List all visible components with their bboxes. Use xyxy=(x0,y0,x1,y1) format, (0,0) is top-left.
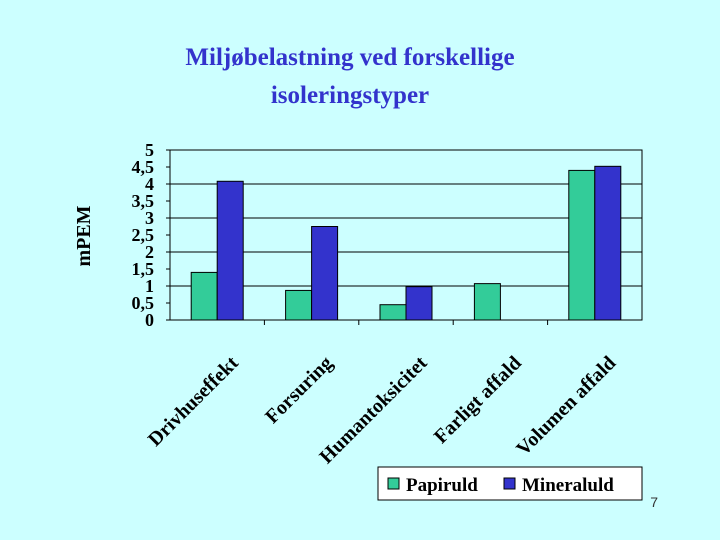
y-tick-label: 3 xyxy=(145,208,154,228)
bar-papiruld-3 xyxy=(473,283,501,321)
y-tick-label: 2 xyxy=(145,242,154,262)
y-tick-label: 3,5 xyxy=(132,191,155,211)
y-tick-label: 4 xyxy=(145,174,154,194)
bar-papiruld-4 xyxy=(568,169,596,321)
legend-label-mineraluld: Mineraluld xyxy=(522,475,614,496)
y-tick-label: 2,5 xyxy=(132,225,155,245)
bar-papiruld-1 xyxy=(285,289,313,321)
legend-swatch-papiruld xyxy=(387,477,400,490)
bar-papiruld-2 xyxy=(379,304,407,321)
y-tick-label: 0,5 xyxy=(132,293,155,313)
y-tick-label: 4,5 xyxy=(132,157,155,177)
legend-swatch-mineraluld xyxy=(503,477,516,490)
bar-mineraluld-2 xyxy=(405,286,433,321)
bar-papiruld-0 xyxy=(190,271,218,321)
x-tick-label: Volumen affald xyxy=(512,352,620,460)
bars xyxy=(190,165,622,321)
y-tick-label: 5 xyxy=(145,140,154,160)
x-tick-label: Farligt affald xyxy=(430,352,526,448)
y-tick-labels: 00,511,522,533,544,55 xyxy=(132,140,170,330)
bar-mineraluld-1 xyxy=(311,226,339,321)
page-number: 7 xyxy=(650,494,658,510)
x-tick-label: Drivhuseffekt xyxy=(144,352,243,451)
y-tick-label: 0 xyxy=(145,310,154,330)
y-tick-label: 1,5 xyxy=(132,259,155,279)
legend: Papiruld Mineraluld xyxy=(377,466,643,501)
slide-title-line-2: isoleringstyper xyxy=(270,82,430,109)
slide-title-line-1: Miljøbelastning ved forskellige xyxy=(185,44,515,71)
y-tick-label: 1 xyxy=(145,276,154,296)
bar-mineraluld-4 xyxy=(594,165,622,321)
bar-mineraluld-0 xyxy=(216,180,244,321)
x-tick-labels: Drivhuseffekt ForsuringHumantoksicitetFar… xyxy=(144,320,620,468)
y-axis-label: mPEM xyxy=(73,205,95,266)
legend-label-papiruld: Papiruld xyxy=(406,475,478,496)
legend-box xyxy=(377,466,643,501)
x-tick-label: Forsuring xyxy=(261,352,337,428)
